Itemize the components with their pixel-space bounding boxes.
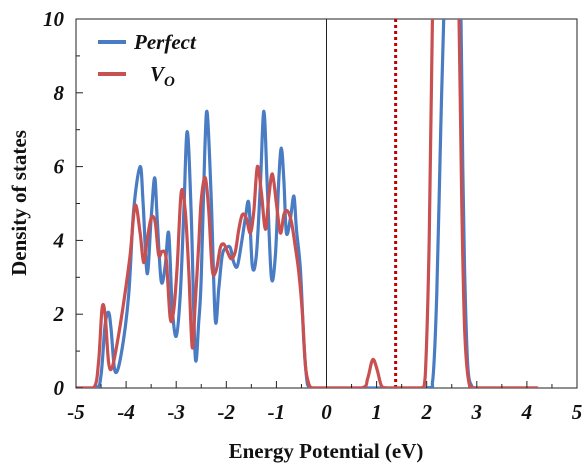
y-tick-label: 8	[54, 81, 65, 105]
axes: -5 -4 -3 -2 -1 0 1 2 3 4 5 0 2 4 6 8 10	[43, 7, 582, 424]
y-tick-label: 6	[54, 155, 65, 179]
y-tick-label: 4	[53, 228, 65, 252]
x-tick-label: -1	[268, 400, 286, 424]
y-tick-label: 10	[43, 7, 65, 31]
legend-label: Perfect	[133, 30, 197, 54]
x-tick-label: 4	[521, 400, 533, 424]
series-line-vo	[76, 19, 539, 388]
y-axis-title: Density of states	[7, 130, 31, 276]
x-axis-title: Energy Potential (eV)	[229, 439, 424, 463]
series-line-perfect	[76, 19, 539, 388]
x-tick-label: 5	[572, 400, 583, 424]
y-tick-label: 2	[53, 302, 65, 326]
reference-lines	[326, 19, 398, 388]
legend-label: VO	[150, 62, 175, 90]
x-tick-label: 1	[371, 400, 382, 424]
x-tick-label: 3	[471, 400, 483, 424]
x-tick-label: -3	[167, 400, 185, 424]
x-tick-label: -5	[67, 400, 85, 424]
y-tick-label: 0	[54, 376, 65, 400]
series-layer	[76, 19, 539, 388]
x-tick-label: 0	[321, 400, 332, 424]
x-tick-label: 2	[420, 400, 432, 424]
legend: Perfect VO	[98, 30, 197, 90]
x-tick-label: -2	[218, 400, 236, 424]
x-tick-label: -4	[117, 400, 135, 424]
